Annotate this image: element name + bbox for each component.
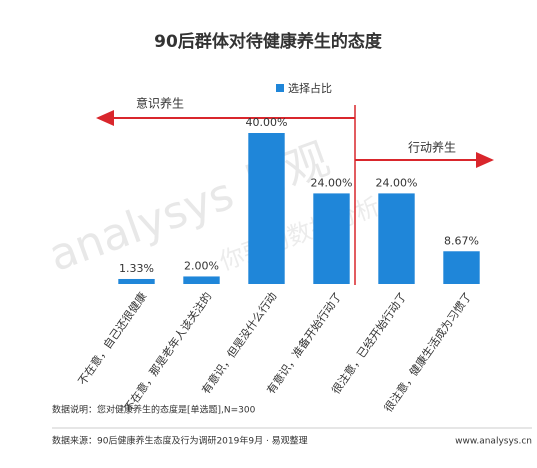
chart-title: 90后群体对待健康养生的态度 [154,31,383,52]
bar [118,278,155,284]
bar [183,276,220,284]
source: 数据来源：90后健康养生态度及行为调研2019年9月 · 易观整理 [52,435,308,447]
x-tick-label: 不在意，自己还很健康 [75,289,150,387]
annotation: 意识养生 [136,96,184,111]
bar [378,193,415,284]
value-label: 1.33% [119,262,154,275]
bar [248,133,285,284]
annotation: 行动养生 [408,140,456,155]
value-label: 8.67% [444,234,479,247]
x-tick-label: 有意识，准备开始行动了 [264,289,345,396]
legend-label: 选择占比 [288,81,332,95]
x-tick-label: 很注意，已经开始行动了 [329,289,410,396]
value-label: 24.00% [311,176,353,189]
legend-swatch [276,84,284,92]
x-tick-label: 有意识，但是没什么行动 [199,289,280,396]
website: www.analysys.cn [455,437,532,447]
value-label: 40.00% [246,116,288,129]
value-label: 2.00% [184,259,219,272]
bar [313,193,350,284]
bar [443,251,480,284]
note: 数据说明：您对健康养生的态度是[单选题],N=300 [52,404,256,416]
value-label: 24.00% [376,176,418,189]
